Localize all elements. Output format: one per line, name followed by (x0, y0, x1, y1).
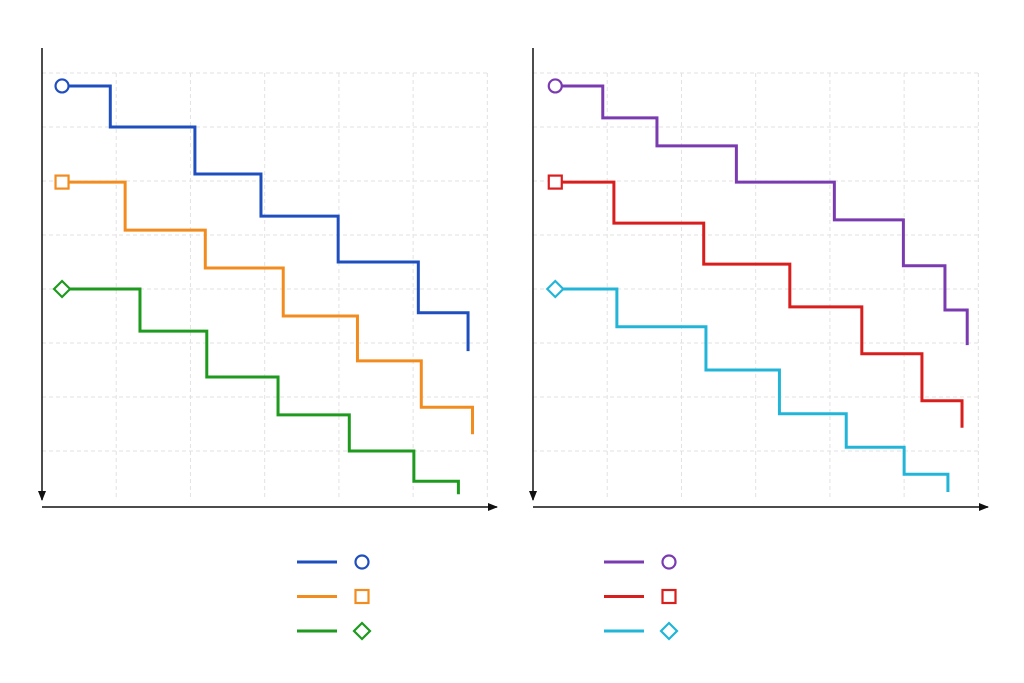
start-marker (54, 174, 70, 190)
step-line (555, 84, 969, 346)
start-marker (54, 78, 70, 94)
legend-marker (354, 588, 370, 605)
legend-marker (659, 621, 679, 641)
legend-marker (352, 621, 372, 641)
legend-marker (661, 554, 677, 570)
step-line (62, 84, 470, 352)
step-line (555, 180, 964, 428)
start-marker (52, 279, 72, 299)
start-marker (547, 174, 563, 190)
start-marker (547, 78, 563, 94)
legend-marker (661, 588, 677, 605)
step-line (62, 180, 475, 435)
start-marker (545, 279, 565, 299)
legend-marker (354, 554, 370, 570)
step-line (555, 287, 950, 493)
step-line (62, 287, 460, 495)
